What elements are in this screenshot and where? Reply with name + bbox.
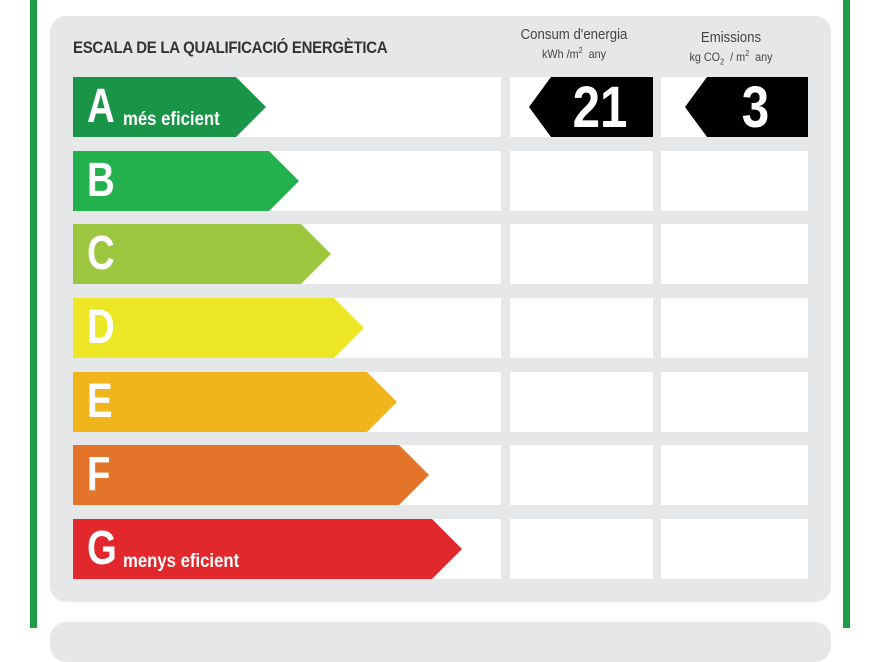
emissions-badge-value: 3 [741, 75, 770, 140]
emissions-cell-d [661, 298, 808, 358]
consumption-cell-c [510, 224, 653, 284]
rating-arrow-fill [73, 298, 364, 358]
rating-letter: A [87, 80, 115, 133]
consumption-cell-b [510, 151, 653, 211]
rating-arrow-f: F [73, 445, 429, 505]
emissions-cell-b [661, 151, 808, 211]
rating-arrow-shape [73, 151, 299, 211]
next-panel [50, 622, 831, 662]
rating-letter: E [87, 375, 113, 428]
rating-arrow-shape [73, 224, 331, 284]
emissions-cell-f [661, 445, 808, 505]
rating-letter: G [87, 522, 117, 575]
rating-letter: F [87, 448, 111, 501]
consumption-badge-value: 21 [572, 75, 628, 140]
emissions-title: Emissions [700, 29, 762, 46]
consumption-badge: 21 [529, 75, 653, 140]
rating-arrow-c: C [73, 224, 331, 284]
rating-sublabel: menys eficient [123, 551, 240, 572]
badge-arrow-fill [685, 77, 808, 137]
rating-letter: C [87, 227, 115, 280]
frame-right-border [843, 0, 850, 628]
frame-left-border [30, 0, 37, 628]
rating-arrow-e: E [73, 372, 397, 432]
rating-arrow-fill [73, 519, 462, 579]
consumption-header: Consum d'energia kWh /m2 any [509, 26, 639, 61]
emissions-header: Emissions kg CO2 / m2 any [666, 29, 796, 66]
scale-title: ESCALA DE LA QUALIFICACIÓ ENERGÈTICA [73, 38, 388, 57]
badge-arrow-shape [685, 77, 808, 137]
rating-arrow-fill [73, 77, 266, 137]
consumption-cell-d [510, 298, 653, 358]
rating-arrow-fill [73, 151, 299, 211]
rating-arrow-fill [73, 445, 429, 505]
rating-sublabel: més eficient [123, 109, 220, 130]
consumption-title: Consum d'energia [520, 26, 628, 43]
emissions-cell-e [661, 372, 808, 432]
badge-arrow-fill [529, 77, 653, 137]
rating-arrow-shape [73, 298, 364, 358]
rating-arrow-shape [73, 77, 266, 137]
consumption-unit: kWh /m2 any [541, 46, 607, 61]
rating-arrow-shape [73, 519, 462, 579]
consumption-cell-e [510, 372, 653, 432]
rating-arrow-fill [73, 224, 331, 284]
rating-letter: D [87, 301, 115, 354]
rating-arrow-b: B [73, 151, 299, 211]
rating-arrow-d: D [73, 298, 364, 358]
rating-letter: B [87, 154, 115, 207]
consumption-cell-f [510, 445, 653, 505]
emissions-cell-c [661, 224, 808, 284]
emissions-badge: 3 [685, 75, 808, 140]
emissions-cell-g [661, 519, 808, 579]
badge-arrow-shape [529, 77, 653, 137]
rating-arrow-fill [73, 372, 397, 432]
emissions-unit: kg CO2 / m2 any [689, 49, 773, 67]
rating-arrow-shape [73, 445, 429, 505]
consumption-cell-g [510, 519, 653, 579]
rating-arrow-shape [73, 372, 397, 432]
